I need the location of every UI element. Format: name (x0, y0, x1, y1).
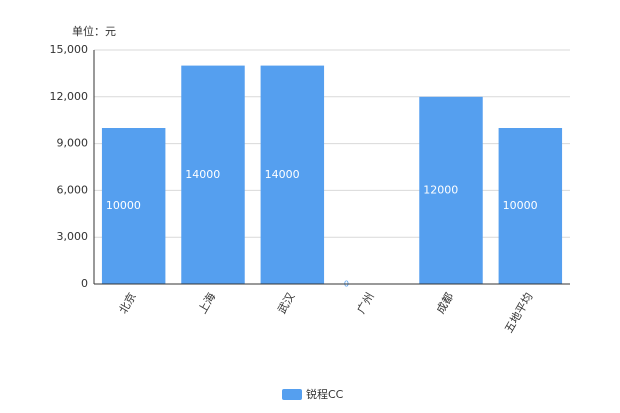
legend-label: 锐程CC (306, 387, 344, 401)
bar (419, 96, 483, 284)
unit-label: 单位：元 (72, 24, 116, 38)
x-tick-label: 广州 (355, 291, 377, 317)
y-tick-label: 12,000 (50, 90, 89, 103)
x-tick-label: 上海 (195, 290, 218, 316)
bar (260, 65, 325, 284)
x-tick-label: 武汉 (275, 291, 297, 317)
data-label: 12000 (423, 183, 458, 196)
x-tick-label: 五地平均 (502, 291, 535, 336)
data-label: 14000 (185, 168, 220, 181)
y-tick-label: 0 (81, 277, 88, 290)
bar (181, 65, 245, 284)
data-label: 10000 (106, 199, 141, 212)
y-tick-label: 9,000 (57, 137, 89, 150)
y-tick-label: 6,000 (57, 183, 89, 196)
y-tick-label: 3,000 (57, 230, 89, 243)
x-tick-label: 北京 (116, 290, 139, 316)
x-tick-label: 成都 (434, 291, 456, 317)
y-tick-label: 15,000 (50, 43, 89, 56)
bar (101, 128, 166, 284)
bar (498, 128, 563, 284)
legend-swatch (282, 389, 302, 400)
data-label: 14000 (265, 168, 300, 181)
data-label: 10000 (503, 199, 538, 212)
